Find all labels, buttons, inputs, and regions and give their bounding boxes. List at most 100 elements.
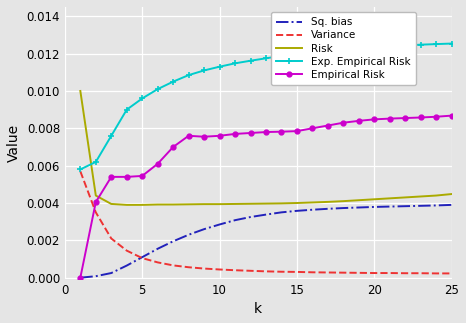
Risk — [155, 203, 160, 206]
Risk — [371, 197, 377, 201]
Exp. Empirical Risk — [371, 45, 377, 49]
Sq. bias — [433, 203, 439, 207]
Risk — [217, 202, 222, 206]
Line: Risk: Risk — [80, 91, 452, 205]
Sq. bias — [403, 204, 408, 208]
Variance — [77, 169, 83, 173]
Risk — [418, 194, 424, 198]
Risk — [294, 201, 300, 205]
Exp. Empirical Risk — [186, 73, 192, 77]
Sq. bias — [325, 207, 331, 211]
Exp. Empirical Risk — [418, 43, 424, 47]
Empirical Risk — [171, 145, 176, 149]
Exp. Empirical Risk — [93, 160, 99, 164]
Variance — [341, 271, 346, 275]
Exp. Empirical Risk — [77, 167, 83, 171]
Exp. Empirical Risk — [341, 47, 346, 51]
Variance — [279, 270, 284, 274]
Exp. Empirical Risk — [325, 48, 331, 52]
Exp. Empirical Risk — [309, 50, 315, 54]
Empirical Risk — [217, 134, 222, 138]
Empirical Risk — [341, 121, 346, 125]
Empirical Risk — [186, 134, 192, 138]
Line: Variance: Variance — [80, 171, 452, 273]
Empirical Risk — [77, 276, 83, 280]
Exp. Empirical Risk — [387, 44, 392, 48]
Empirical Risk — [403, 116, 408, 120]
Variance — [139, 256, 145, 260]
Exp. Empirical Risk — [232, 61, 238, 65]
Risk — [341, 199, 346, 203]
Exp. Empirical Risk — [171, 80, 176, 84]
Variance — [263, 269, 269, 273]
Risk — [109, 202, 114, 206]
Risk — [171, 203, 176, 206]
Line: Empirical Risk: Empirical Risk — [78, 113, 454, 280]
Sq. bias — [418, 204, 424, 208]
Empirical Risk — [294, 129, 300, 133]
Variance — [171, 264, 176, 267]
Empirical Risk — [232, 132, 238, 136]
Exp. Empirical Risk — [201, 68, 207, 72]
Empirical Risk — [433, 115, 439, 119]
Sq. bias — [279, 210, 284, 214]
Exp. Empirical Risk — [294, 52, 300, 56]
Sq. bias — [77, 276, 83, 280]
Sq. bias — [263, 213, 269, 216]
Risk — [403, 195, 408, 199]
Risk — [186, 203, 192, 206]
Sq. bias — [155, 247, 160, 251]
Variance — [93, 210, 99, 214]
Empirical Risk — [387, 117, 392, 120]
Exp. Empirical Risk — [248, 59, 254, 63]
Variance — [155, 260, 160, 264]
Exp. Empirical Risk — [263, 56, 269, 60]
Variance — [232, 268, 238, 272]
Empirical Risk — [325, 124, 331, 128]
Empirical Risk — [263, 130, 269, 134]
Exp. Empirical Risk — [124, 108, 130, 111]
Variance — [418, 271, 424, 275]
Exp. Empirical Risk — [279, 54, 284, 58]
Variance — [387, 271, 392, 275]
Risk — [356, 198, 362, 202]
Exp. Empirical Risk — [356, 46, 362, 50]
Risk — [77, 89, 83, 93]
Empirical Risk — [124, 175, 130, 179]
Sq. bias — [109, 271, 114, 275]
Risk — [449, 192, 454, 196]
Sq. bias — [356, 205, 362, 209]
Variance — [356, 271, 362, 275]
Empirical Risk — [418, 116, 424, 120]
Variance — [124, 249, 130, 253]
Exp. Empirical Risk — [403, 44, 408, 47]
Empirical Risk — [93, 200, 99, 204]
Risk — [433, 193, 439, 197]
Sq. bias — [93, 274, 99, 278]
Variance — [217, 267, 222, 271]
Sq. bias — [387, 205, 392, 209]
Sq. bias — [124, 264, 130, 267]
Legend: Sq. bias, Variance, Risk, Exp. Empirical Risk, Empirical Risk: Sq. bias, Variance, Risk, Exp. Empirical… — [271, 12, 416, 85]
Exp. Empirical Risk — [155, 87, 160, 91]
Empirical Risk — [449, 114, 454, 118]
Line: Exp. Empirical Risk: Exp. Empirical Risk — [77, 40, 455, 173]
Sq. bias — [171, 239, 176, 243]
Sq. bias — [294, 209, 300, 213]
Empirical Risk — [279, 130, 284, 134]
Y-axis label: Value: Value — [7, 124, 21, 162]
Exp. Empirical Risk — [109, 134, 114, 138]
Empirical Risk — [371, 118, 377, 121]
Empirical Risk — [139, 174, 145, 178]
Variance — [201, 266, 207, 270]
Risk — [124, 203, 130, 207]
Variance — [325, 271, 331, 275]
Sq. bias — [371, 205, 377, 209]
Sq. bias — [248, 215, 254, 219]
Risk — [325, 200, 331, 204]
Sq. bias — [341, 206, 346, 210]
Sq. bias — [449, 203, 454, 207]
Sq. bias — [139, 255, 145, 259]
Risk — [201, 202, 207, 206]
Risk — [279, 202, 284, 205]
